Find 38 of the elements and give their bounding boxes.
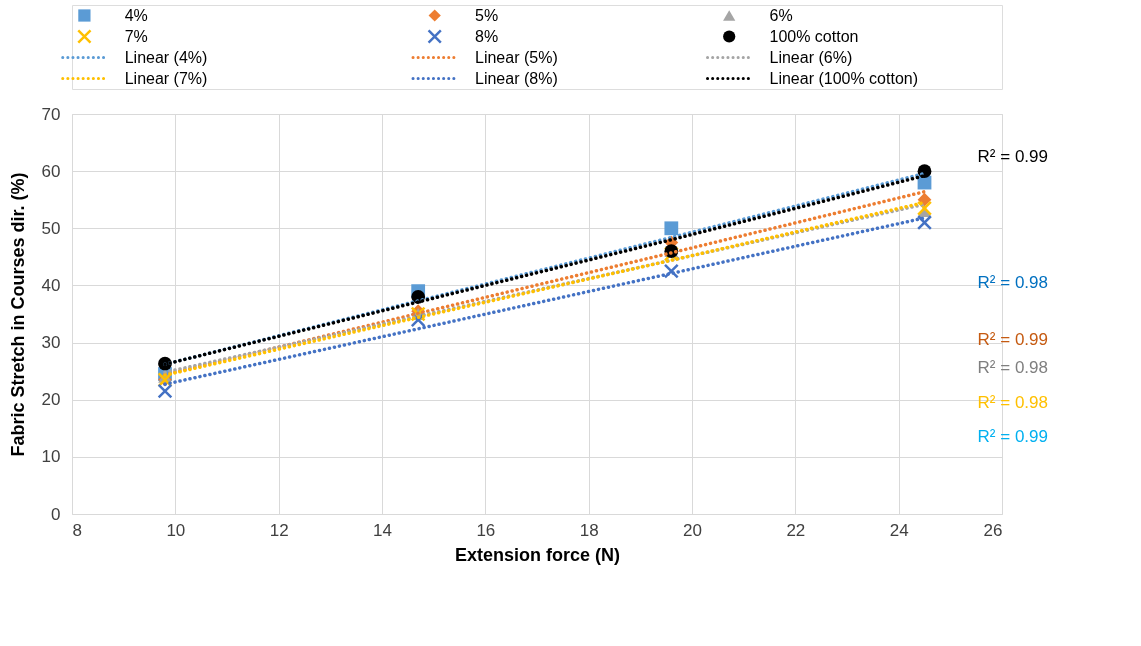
x-tick-label: 20 [683, 520, 702, 540]
legend-label: 8% [475, 27, 499, 45]
x-tick-label: 16 [476, 520, 496, 540]
y-tick-label: 50 [41, 218, 61, 238]
annotation: R² = 0.98 [977, 392, 1048, 412]
y-tick-label: 30 [41, 333, 61, 353]
x-tick-label: 22 [786, 520, 806, 540]
x-tick-label: 8 [72, 520, 82, 540]
legend-label: 4% [124, 6, 148, 24]
annotation: R² = 0.98 [977, 358, 1048, 378]
legend-label: 100% cotton [769, 27, 859, 45]
x-tick-label: 18 [579, 520, 599, 540]
x-tick-label: 26 [983, 520, 1003, 540]
legend-label: 7% [124, 27, 148, 45]
legend-label: Linear (8%) [475, 69, 558, 87]
legend-label: Linear (5%) [475, 48, 558, 66]
x-axis-title: Extension force (N) [454, 544, 621, 565]
y-tick-label: 20 [41, 390, 61, 410]
y-tick-label: 60 [41, 161, 61, 181]
legend-label: 5% [475, 6, 499, 24]
y-axis-title: Fabric Stretch in Courses dir. (%) [7, 172, 28, 457]
legend-label: Linear (6%) [769, 48, 853, 66]
y-tick-label: 0 [51, 504, 61, 524]
y-tick-label: 70 [41, 104, 61, 124]
annotation: R² = 0.99 [977, 426, 1048, 446]
legend-label: Linear (4%) [124, 48, 208, 66]
annotation: R² = 0.99 [977, 329, 1048, 349]
y-tick-label: 40 [41, 275, 61, 295]
legend-label: 6% [769, 6, 793, 24]
annotation: R² = 0.99 [977, 146, 1048, 166]
legend-label: Linear (7%) [124, 69, 208, 87]
x-tick-label: 12 [269, 520, 289, 540]
x-tick-label: 14 [373, 520, 392, 540]
x-tick-label: 24 [889, 520, 909, 540]
legend-label: Linear (100% cotton) [769, 69, 919, 87]
annotation: R² = 0.98 [977, 272, 1048, 292]
y-tick-label: 10 [41, 447, 61, 467]
x-tick-label: 10 [166, 520, 186, 540]
